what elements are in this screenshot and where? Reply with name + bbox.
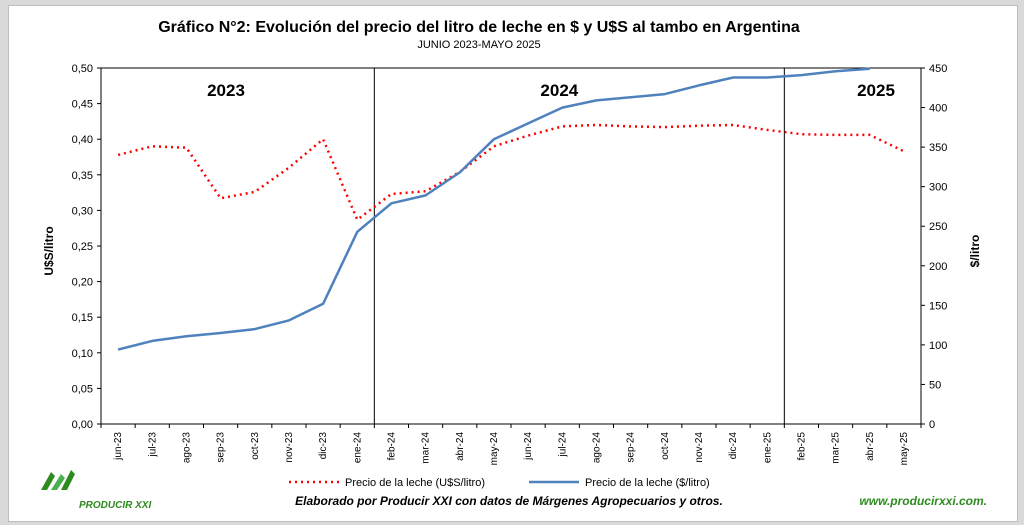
legend: Precio de la leche (U$S/litro) Precio de… (289, 477, 710, 489)
website-link[interactable]: www.producirxxi.com. (859, 494, 987, 508)
year-labels: 2023 2024 2025 (207, 81, 895, 100)
x-tick-label: may-25 (899, 432, 910, 466)
plot-border (100, 67, 922, 425)
right-tick-label: 200 (929, 261, 947, 273)
x-tick-label: abr-25 (865, 432, 876, 461)
x-tick-label: sep-24 (626, 432, 637, 463)
x-tick-label: may-24 (489, 432, 500, 466)
left-tick-label: 0,35 (72, 170, 93, 182)
left-tick-label: 0,20 (72, 277, 93, 289)
x-tick-label: feb-25 (796, 432, 807, 461)
left-tick-label: 0,10 (72, 348, 93, 360)
left-tick-label: 0,40 (72, 134, 93, 146)
x-tick-label: ene-24 (352, 432, 363, 464)
right-axis-ticks: 0 50 100 150 200 250 300 350 400 450 (921, 63, 947, 431)
year-label-2024: 2024 (540, 81, 578, 100)
x-tick-label: oct-23 (250, 432, 261, 460)
source-note: Elaborado por Producir XXI con datos de … (295, 494, 723, 508)
x-tick-label: jul-23 (147, 432, 158, 458)
left-tick-label: 0,05 (72, 383, 93, 395)
x-tick-label: mar-25 (831, 432, 842, 464)
series-layer (117, 67, 905, 351)
x-axis-ticks: jun-23 jul-23 ago-23 sep-23 oct-23 nov-23 dic-… (100, 424, 922, 466)
right-axis-label: $/litro (968, 235, 982, 268)
x-tick-label: jul-24 (557, 432, 568, 458)
left-tick-label: 0,00 (72, 419, 93, 431)
right-tick-label: 300 (929, 182, 947, 194)
series-line-ars (117, 67, 870, 351)
left-tick-label: 0,45 (72, 99, 93, 111)
left-axis-ticks: 0,00 0,05 0,10 0,15 0,20 0,25 0,30 0,35 0,40 0,45… (72, 63, 101, 431)
left-axis-label: U$S/litro (42, 226, 56, 275)
right-tick-label: 450 (929, 63, 947, 75)
logo-leaf-icon (61, 470, 75, 490)
series-line-usd (117, 123, 905, 221)
logo-leaf-icon (51, 474, 65, 490)
x-tick-label: oct-24 (660, 432, 671, 460)
right-tick-label: 250 (929, 221, 947, 233)
x-tick-label: feb-24 (386, 432, 397, 461)
x-tick-label: sep-23 (216, 432, 227, 463)
right-tick-label: 50 (929, 379, 941, 391)
producir-xxi-logo: PRODUCIR XXI (41, 470, 151, 511)
x-tick-label: ago-24 (591, 432, 602, 464)
chart-svg: Gráfico N°2: Evolución del precio del li… (41, 19, 987, 511)
x-tick-label: jun-23 (113, 432, 124, 461)
plot-area (100, 67, 922, 425)
x-tick-label: nov-23 (284, 432, 295, 463)
legend-label-ars: Precio de la leche ($/litro) (585, 477, 710, 489)
right-tick-label: 150 (929, 300, 947, 312)
right-tick-label: 350 (929, 142, 947, 154)
left-tick-label: 0,30 (72, 205, 93, 217)
x-tick-label: ago-23 (181, 432, 192, 464)
year-label-2023: 2023 (207, 81, 245, 100)
chart-title: Gráfico N°2: Evolución del precio del li… (158, 19, 800, 36)
x-tick-label: abr-24 (455, 432, 466, 461)
x-tick-label: jun-24 (523, 432, 534, 461)
legend-label-usd: Precio de la leche (U$S/litro) (345, 477, 485, 489)
right-tick-label: 100 (929, 340, 947, 352)
x-tick-label: dic-23 (318, 432, 329, 460)
logo-text: PRODUCIR XXI (79, 500, 151, 511)
x-tick-label: mar-24 (421, 432, 432, 464)
right-tick-label: 0 (929, 419, 935, 431)
year-label-2025: 2025 (857, 81, 895, 100)
logo-leaf-icon (41, 472, 55, 490)
x-tick-label: ene-25 (762, 432, 773, 464)
left-tick-label: 0,25 (72, 241, 93, 253)
x-tick-label: dic-24 (728, 432, 739, 460)
chart-subtitle: JUNIO 2023-MAYO 2025 (417, 39, 540, 51)
chart-frame: Gráfico N°2: Evolución del precio del li… (8, 5, 1018, 522)
x-tick-label: nov-24 (694, 432, 705, 463)
left-tick-label: 0,15 (72, 312, 93, 324)
right-tick-label: 400 (929, 103, 947, 115)
left-tick-label: 0,50 (72, 63, 93, 75)
